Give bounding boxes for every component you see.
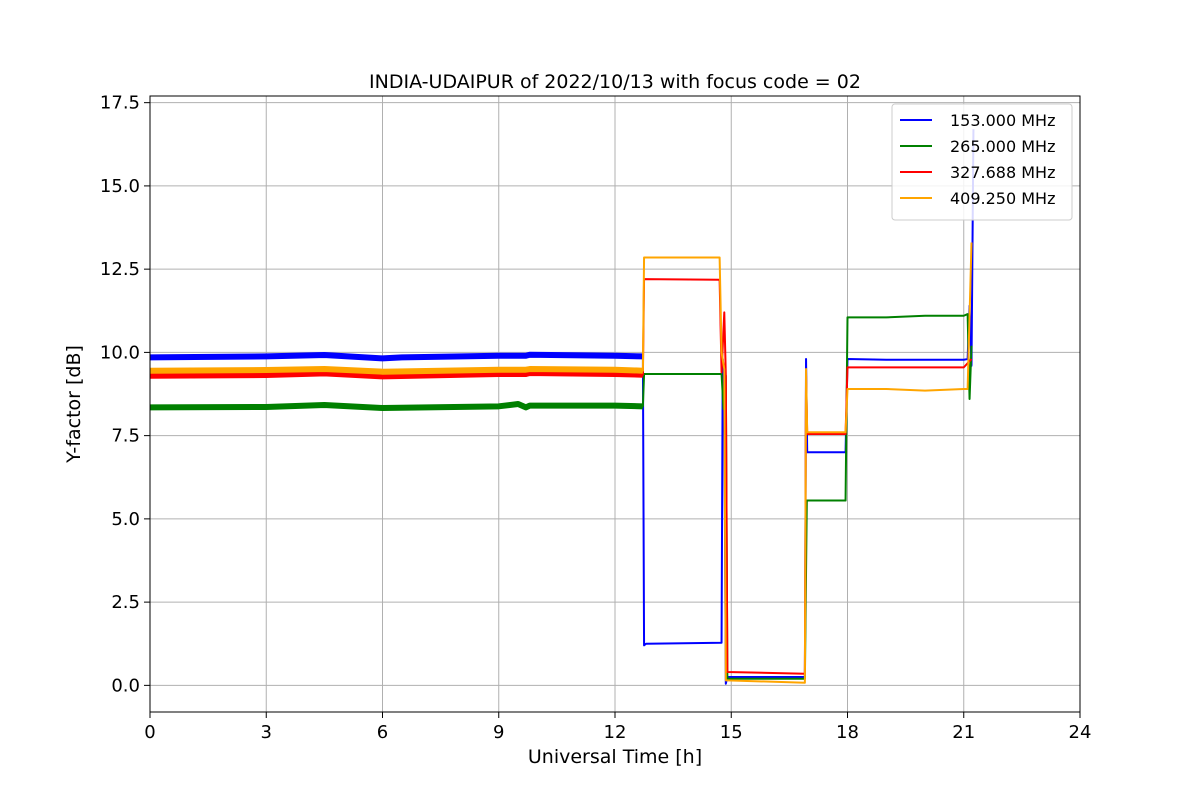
series-band-2	[149, 401, 643, 411]
x-tick-label: 15	[720, 722, 743, 743]
x-tick-label: 9	[493, 722, 504, 743]
axis-ticks: 0 3 6 9 12 15 18 21 24 0.0 2.5 5.0 7.5 10.0 12.5 15.0 17…	[100, 93, 1092, 743]
x-tick-label: 6	[377, 722, 388, 743]
x-tick-label: 21	[952, 722, 975, 743]
x-tick-label: 3	[261, 722, 272, 743]
legend: 153.000 MHz 265.000 MHz 327.688 MHz 409.250…	[891, 103, 1073, 221]
x-tick-label: 0	[144, 722, 155, 743]
x-tick-label: 18	[836, 722, 859, 743]
legend-label: 265.000 MHz	[950, 137, 1055, 156]
y-tick-label: 15.0	[100, 176, 140, 197]
chart-title: INDIA-UDAIPUR of 2022/10/13 with focus c…	[369, 71, 861, 93]
y-tick-label: 0.0	[111, 675, 140, 696]
series-band-3	[149, 370, 643, 380]
x-tick-label: 24	[1069, 722, 1092, 743]
legend-label: 153.000 MHz	[950, 111, 1055, 130]
x-axis-label: Universal Time [h]	[528, 746, 702, 768]
x-tick-label: 12	[604, 722, 627, 743]
y-axis-label: Y-factor [dB]	[63, 345, 85, 464]
y-tick-label: 12.5	[100, 259, 140, 280]
legend-label: 409.250 MHz	[950, 189, 1055, 208]
y-tick-label: 2.5	[111, 592, 140, 613]
y-tick-label: 7.5	[111, 426, 140, 447]
series-band-1	[149, 351, 643, 362]
y-tick-label: 5.0	[111, 509, 140, 530]
series-band-4	[149, 366, 644, 375]
y-tick-label: 10.0	[100, 342, 140, 363]
legend-box	[891, 103, 1073, 221]
series-lines	[149, 129, 975, 685]
legend-label: 327.688 MHz	[950, 163, 1055, 182]
y-tick-label: 17.5	[100, 93, 140, 114]
